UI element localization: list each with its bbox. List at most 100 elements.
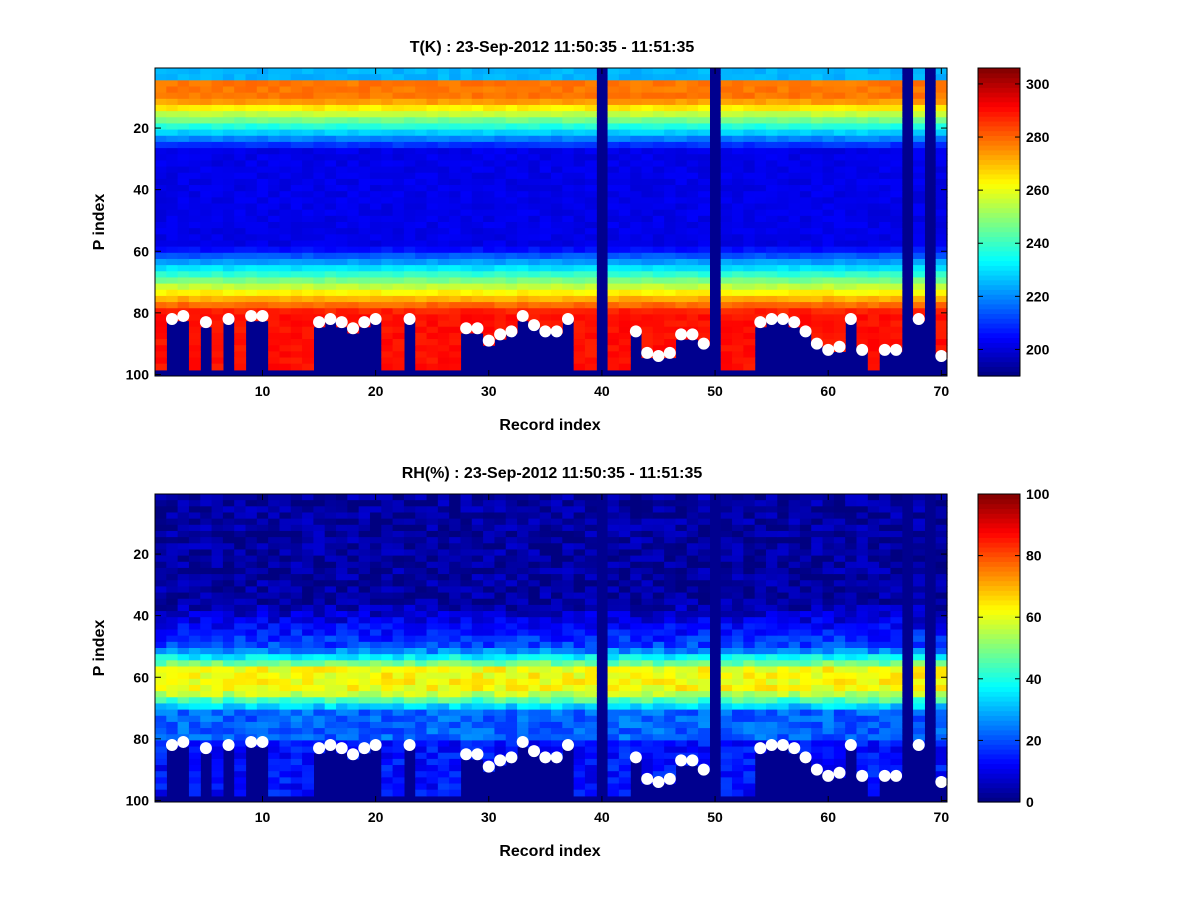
- surface-marker: [697, 337, 710, 350]
- heatmap-cell: [471, 549, 484, 557]
- heatmap-cell: [166, 697, 179, 705]
- heatmap-cell: [426, 771, 439, 778]
- heatmap-cell: [584, 166, 597, 174]
- heatmap-cell: [551, 567, 563, 575]
- heatmap-cell: [618, 117, 631, 125]
- heatmap-cell: [788, 135, 801, 143]
- heatmap-cell: [290, 234, 303, 242]
- heatmap-cell: [539, 598, 552, 606]
- heatmap-cell: [799, 123, 812, 131]
- heatmap-cell: [188, 777, 201, 785]
- heatmap-cell: [867, 308, 880, 315]
- heatmap-cell: [336, 728, 348, 735]
- heatmap-cell: [664, 178, 677, 186]
- heatmap-cell: [211, 185, 224, 192]
- heatmap-cell: [822, 252, 835, 260]
- heatmap-cell: [392, 129, 405, 137]
- heatmap-cell: [347, 623, 360, 631]
- heatmap-cell: [618, 728, 631, 735]
- heatmap-cell: [392, 660, 405, 668]
- heatmap-cell: [833, 332, 846, 340]
- heatmap-cell: [528, 530, 541, 538]
- heatmap-cell: [290, 117, 303, 125]
- heatmap-cell: [358, 518, 371, 526]
- temperature-ylabel: P index: [91, 194, 108, 251]
- heatmap-cell: [483, 252, 496, 260]
- heatmap-cell: [279, 326, 292, 334]
- heatmap-cell: [460, 234, 473, 242]
- heatmap-cell: [935, 98, 948, 106]
- heatmap-cell: [743, 160, 756, 168]
- heatmap-cell: [584, 641, 597, 649]
- heatmap-cell: [539, 277, 552, 285]
- heatmap-cell: [539, 98, 552, 106]
- heatmap-cell: [720, 123, 733, 131]
- heatmap-cell: [302, 518, 314, 526]
- heatmap-cell: [415, 543, 428, 551]
- heatmap-cell: [415, 98, 428, 106]
- heatmap-cell: [234, 308, 247, 315]
- heatmap-cell: [211, 283, 224, 291]
- heatmap-cell: [573, 265, 586, 272]
- heatmap-cell: [788, 92, 801, 100]
- heatmap-cell: [845, 234, 858, 242]
- heatmap-cell: [675, 246, 688, 254]
- heatmap-cell: [799, 185, 812, 192]
- heatmap-cell: [166, 721, 179, 729]
- heatmap-cell: [336, 635, 348, 643]
- heatmap-cell: [743, 166, 756, 174]
- heatmap-cell: [426, 363, 439, 371]
- heatmap-cell: [539, 537, 552, 544]
- heatmap-cell: [935, 308, 948, 315]
- heatmap-cell: [449, 777, 462, 785]
- heatmap-cell: [358, 172, 371, 180]
- colorbar-segment: [978, 87, 1020, 93]
- heatmap-cell: [302, 178, 314, 186]
- heatmap-cell: [392, 777, 405, 785]
- heatmap-cell: [347, 314, 360, 322]
- heatmap-cell: [505, 154, 518, 161]
- heatmap-cell: [799, 178, 812, 186]
- heatmap-cell: [279, 777, 292, 785]
- heatmap-cell: [415, 555, 428, 563]
- heatmap-cell: [268, 771, 281, 778]
- heatmap-cell: [381, 289, 394, 297]
- heatmap-cell: [177, 289, 190, 297]
- heatmap-cell: [845, 166, 858, 174]
- heatmap-cell: [584, 86, 597, 94]
- heatmap-cell: [517, 697, 529, 705]
- heatmap-cell: [188, 574, 201, 581]
- heatmap-cell: [200, 660, 213, 668]
- heatmap-cell: [584, 123, 597, 131]
- heatmap-cell: [211, 160, 224, 168]
- heatmap-cell: [517, 74, 529, 81]
- heatmap-cell: [867, 258, 880, 266]
- heatmap-cell: [573, 129, 586, 137]
- heatmap-cell: [528, 555, 541, 563]
- heatmap-cell: [313, 135, 326, 143]
- colorbar-segment: [978, 337, 1020, 343]
- heatmap-cell: [630, 166, 643, 174]
- heatmap-cell: [505, 80, 518, 88]
- heatmap-cell: [358, 246, 371, 254]
- surface-marker: [822, 343, 835, 356]
- heatmap-cell: [913, 80, 925, 88]
- heatmap-cell: [460, 592, 473, 600]
- heatmap-cell: [732, 141, 744, 149]
- heatmap-cell: [607, 345, 620, 352]
- heatmap-cell: [505, 172, 518, 180]
- heatmap-cell: [867, 178, 880, 186]
- heatmap-cell: [347, 598, 360, 606]
- heatmap-cell: [528, 252, 541, 260]
- heatmap-cell: [268, 617, 281, 624]
- heatmap-cell: [505, 74, 518, 81]
- heatmap-cell: [618, 684, 631, 692]
- heatmap-cell: [245, 598, 258, 606]
- heatmap-cell: [686, 320, 699, 328]
- heatmap-cell: [935, 222, 948, 229]
- heatmap-cell: [777, 277, 790, 285]
- heatmap-cell: [777, 197, 790, 205]
- heatmap-cell: [867, 332, 880, 340]
- heatmap-cell: [449, 258, 462, 266]
- heatmap-cell: [403, 518, 416, 526]
